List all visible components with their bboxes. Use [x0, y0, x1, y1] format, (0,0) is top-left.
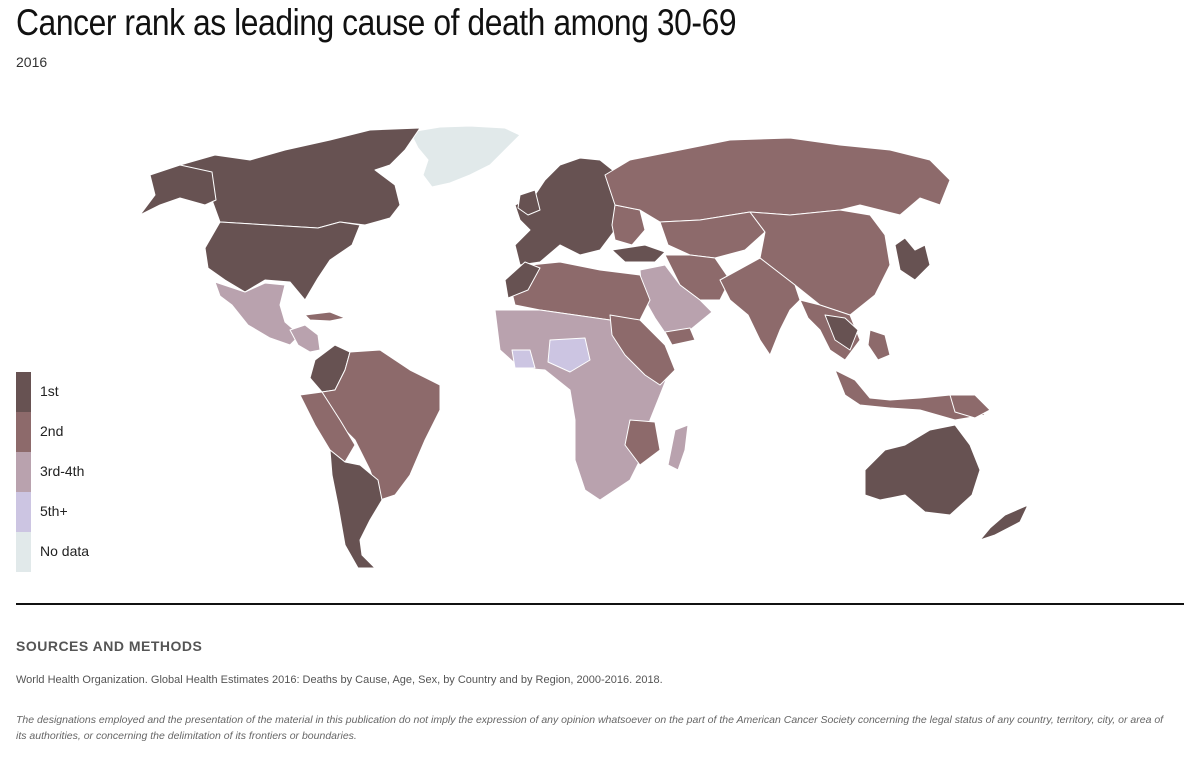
- region-western-europe[interactable]: [514, 157, 621, 266]
- legend-swatch-5th-plus: [16, 492, 31, 532]
- region-south-america-east[interactable]: [321, 349, 441, 501]
- region-central-america[interactable]: [289, 324, 321, 353]
- map-legend: 1st 2nd 3rd-4th 5th+ No data: [16, 372, 136, 572]
- region-north-africa[interactable]: [509, 261, 651, 321]
- legend-swatch-2nd: [16, 412, 31, 452]
- legend-item-1st: 1st: [16, 372, 136, 412]
- section-divider: [16, 603, 1184, 605]
- region-usa[interactable]: [204, 221, 361, 301]
- region-arabia[interactable]: [639, 264, 713, 341]
- legend-item-no-data: No data: [16, 532, 136, 572]
- map-subtitle-year: 2016: [16, 54, 48, 70]
- legend-swatch-no-data: [16, 532, 31, 572]
- legend-label: 2nd: [40, 423, 64, 439]
- region-thailand-cambodia[interactable]: [824, 314, 859, 351]
- region-south-asia[interactable]: [719, 257, 801, 356]
- region-papua-new-guinea[interactable]: [949, 394, 991, 419]
- legend-label: 3rd-4th: [40, 463, 85, 479]
- region-russia[interactable]: [604, 137, 951, 223]
- disclaimer-text: The designations employed and the presen…: [16, 714, 1164, 742]
- legend-swatch-3rd-4th: [16, 452, 31, 492]
- region-mexico[interactable]: [214, 281, 301, 346]
- region-madagascar[interactable]: [667, 424, 689, 471]
- region-canada[interactable]: [179, 127, 421, 229]
- region-peru[interactable]: [299, 391, 356, 463]
- region-turkey[interactable]: [611, 244, 666, 263]
- legend-label: No data: [40, 543, 90, 559]
- region-yemen[interactable]: [664, 327, 696, 346]
- region-west-africa-coast[interactable]: [511, 349, 536, 369]
- page-title: Cancer rank as leading cause of death am…: [16, 2, 737, 43]
- sources-heading: SOURCES AND METHODS: [16, 638, 203, 654]
- region-japan-korea[interactable]: [894, 237, 931, 281]
- legend-item-5th-plus: 5th+: [16, 492, 136, 532]
- region-eastern-europe[interactable]: [611, 204, 646, 246]
- region-new-zealand[interactable]: [979, 504, 1029, 541]
- legend-item-3rd-4th: 3rd-4th: [16, 452, 136, 492]
- legend-swatch-1st: [16, 372, 31, 412]
- region-east-africa[interactable]: [609, 314, 676, 386]
- region-nigeria[interactable]: [547, 337, 591, 373]
- region-australia[interactable]: [864, 424, 981, 516]
- region-southern-africa-east[interactable]: [624, 419, 661, 466]
- region-alaska[interactable]: [139, 164, 217, 216]
- legend-label: 1st: [40, 383, 59, 399]
- sources-citation: World Health Organization. Global Health…: [16, 674, 663, 686]
- region-caribbean[interactable]: [304, 311, 346, 322]
- region-uk[interactable]: [517, 189, 541, 216]
- legend-item-2nd: 2nd: [16, 412, 136, 452]
- region-argentina-chile[interactable]: [329, 449, 383, 569]
- world-map: [139, 125, 1029, 569]
- region-philippines[interactable]: [867, 329, 891, 361]
- region-greenland[interactable]: [409, 125, 521, 188]
- region-morocco[interactable]: [504, 261, 541, 299]
- region-central-asia[interactable]: [659, 211, 766, 259]
- legend-label: 5th+: [40, 503, 68, 519]
